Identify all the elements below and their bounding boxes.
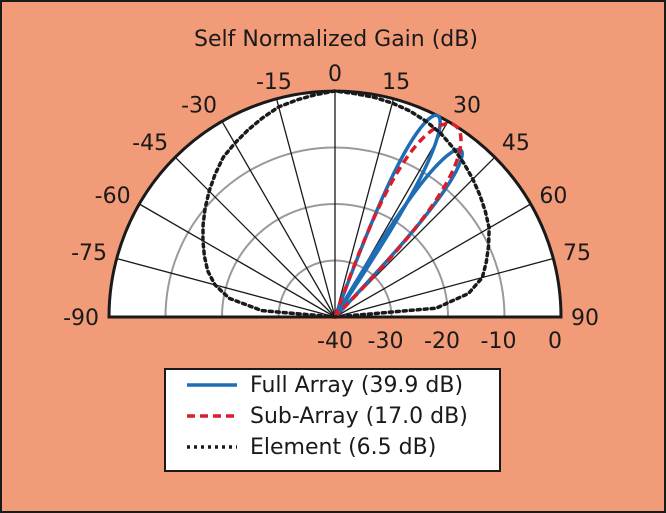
- legend-entry-label: Element (6.5 dB): [250, 435, 436, 460]
- angle-tick-label: -75: [71, 241, 107, 266]
- series-dashed: [333, 121, 463, 319]
- polar-plot-area: -90 -75 -60 -45 -30 -15 0 15 30 45 60 75 90 -40 -30 -20…: [63, 62, 599, 354]
- angle-tick-label: -30: [181, 94, 217, 119]
- angle-tick-label: 0: [328, 62, 342, 87]
- angle-spoke: [116, 257, 336, 318]
- angle-spoke: [221, 120, 336, 318]
- chart-title: Self Normalized Gain (dB): [194, 27, 478, 52]
- radial-tick-label: -20: [424, 329, 460, 354]
- angle-tick-label: 60: [539, 184, 567, 209]
- angle-tick-label: 90: [571, 306, 599, 331]
- angle-tick-label: -60: [95, 184, 131, 209]
- series-lobe: [333, 113, 442, 318]
- angle-tick-label: -45: [132, 131, 168, 156]
- radial-tick-label: -30: [368, 329, 404, 354]
- legend: Full Array (39.9 dB) Sub-Array (17.0 dB) E…: [164, 368, 501, 472]
- angle-spoke: [174, 156, 336, 318]
- angle-spoke: [275, 98, 336, 318]
- angle-tick-label: -90: [63, 306, 99, 331]
- angle-tick-label: -15: [256, 70, 292, 95]
- angle-spoke: [334, 98, 395, 318]
- angle-spoke: [334, 203, 532, 318]
- angle-tick-label: 15: [382, 70, 410, 95]
- legend-entry-label: Full Array (39.9 dB): [250, 373, 463, 398]
- radial-tick-label: -40: [317, 329, 353, 354]
- series-line: [201, 89, 491, 319]
- angle-tick-label: 75: [563, 241, 591, 266]
- series-lobe: [333, 121, 463, 319]
- radial-tick-label: -10: [481, 329, 517, 354]
- series-dotted: [201, 89, 491, 319]
- angle-spoke: [138, 203, 336, 318]
- angle-tick-label: 45: [502, 131, 530, 156]
- legend-entry-label: Sub-Array (17.0 dB): [250, 404, 468, 429]
- angle-spoke: [334, 257, 554, 318]
- radial-tick-label: 0: [548, 329, 562, 354]
- angle-tick-label: 30: [453, 94, 481, 119]
